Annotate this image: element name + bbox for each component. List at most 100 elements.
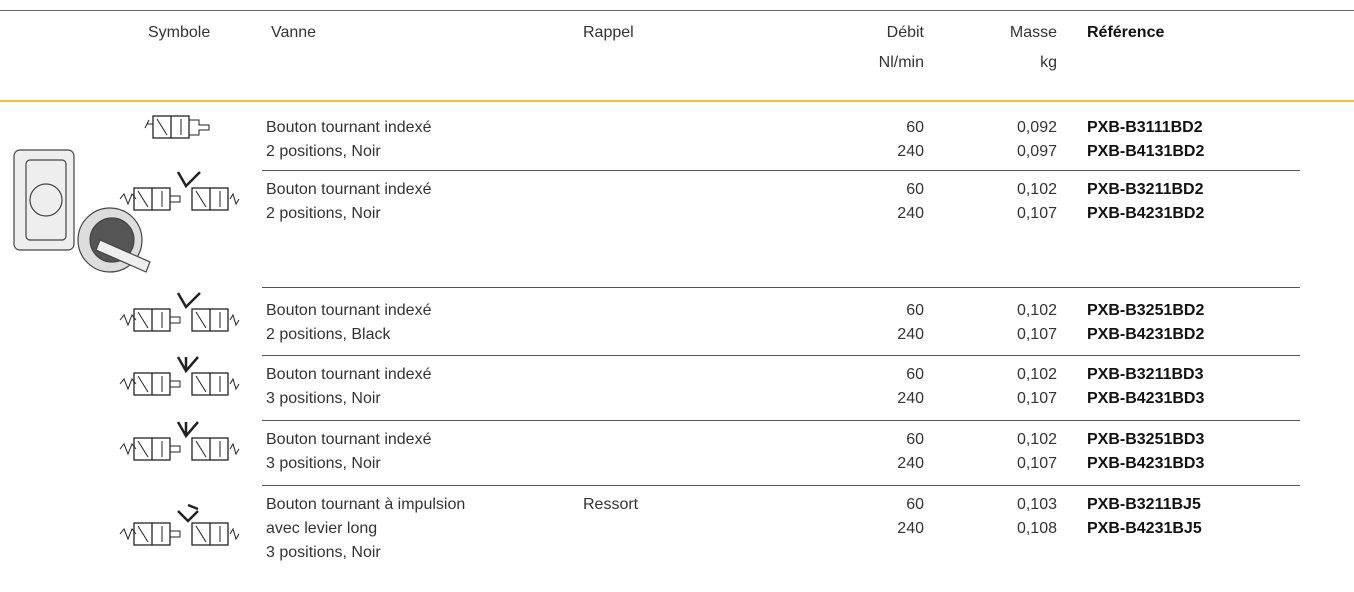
vanne-text: 2 positions, Noir <box>266 205 381 222</box>
header-vanne: Vanne <box>271 24 317 41</box>
debit-value: 60 <box>906 119 924 136</box>
symbol-stroke <box>229 377 240 391</box>
header-rappel: Rappel <box>583 24 634 41</box>
row-rule <box>262 420 1300 421</box>
debit-value: 240 <box>897 455 924 472</box>
debit-value: 60 <box>906 181 924 198</box>
vanne-text: avec levier long <box>266 520 378 537</box>
vanne-text: Bouton tournant indexé <box>266 302 432 319</box>
masse-value: 0,103 <box>1016 496 1057 513</box>
rappel-text: Ressort <box>583 496 639 513</box>
symbol-stroke <box>156 118 168 136</box>
reference-value: PXB-B3211BD3 <box>1087 366 1204 383</box>
vanne-text: Bouton tournant indexé <box>266 181 432 198</box>
symbol-stroke <box>137 525 149 543</box>
symbol-stroke <box>119 378 137 391</box>
header-masse: Masse <box>1009 24 1057 41</box>
debit-value: 240 <box>897 326 924 343</box>
symbol-stroke <box>229 313 240 327</box>
symbol-stroke <box>176 356 199 374</box>
masse-value: 0,102 <box>1016 302 1057 319</box>
symbol-stroke <box>195 190 207 208</box>
symbol-stroke <box>170 316 181 324</box>
reference-value: PXB-B4231BD3 <box>1087 455 1205 472</box>
reference-value: PXB-B4231BD2 <box>1087 326 1205 343</box>
vanne-text: Bouton tournant indexé <box>266 431 432 448</box>
debit-value: 240 <box>897 520 924 537</box>
row-rule <box>262 170 1300 171</box>
masse-value: 0,107 <box>1016 326 1057 343</box>
reference-value: PXB-B4231BD2 <box>1087 205 1205 222</box>
vanne-text: 2 positions, Noir <box>266 143 381 160</box>
debit-value: 60 <box>906 302 924 319</box>
header-debit-unit: Nl/min <box>878 54 924 71</box>
masse-value: 0,102 <box>1016 366 1057 383</box>
masse-value: 0,107 <box>1016 390 1057 407</box>
symbol-stroke <box>144 119 153 129</box>
debit-value: 240 <box>897 205 924 222</box>
symbol-stroke <box>176 421 199 439</box>
masse-value: 0,107 <box>1016 455 1057 472</box>
masse-value: 0,092 <box>1016 119 1057 136</box>
masse-value: 0,108 <box>1016 520 1057 537</box>
symbol-stroke <box>170 195 181 203</box>
reference-value: PXB-B3111BD2 <box>1087 119 1203 136</box>
reference-value: PXB-B3211BJ5 <box>1087 496 1201 513</box>
symbol-stroke <box>137 311 149 329</box>
header-symbole: Symbole <box>148 24 211 41</box>
symbol-stroke <box>189 119 210 136</box>
header-reference: Référence <box>1087 24 1165 41</box>
symbol-stroke <box>119 528 137 541</box>
debit-value: 60 <box>906 366 924 383</box>
symbol-stroke <box>176 171 201 189</box>
row-rule <box>262 287 1300 288</box>
header-masse-unit: kg <box>1040 54 1057 71</box>
symbol-stroke <box>137 440 149 458</box>
vanne-text: Bouton tournant à impulsion <box>266 496 466 513</box>
vanne-text: Bouton tournant indexé <box>266 119 432 136</box>
reference-value: PXB-B3251BD3 <box>1087 431 1205 448</box>
header-debit: Débit <box>886 24 924 41</box>
symbol-stroke <box>229 442 240 456</box>
symbol-stroke <box>177 503 199 523</box>
symbol-stroke <box>229 527 240 541</box>
product-photo <box>13 149 151 273</box>
masse-value: 0,102 <box>1016 181 1057 198</box>
symbol-stroke <box>229 192 240 206</box>
debit-value: 60 <box>906 431 924 448</box>
symbol-stroke <box>176 292 201 310</box>
vanne-text: 3 positions, Noir <box>266 390 381 407</box>
reference-value: PXB-B3211BD2 <box>1087 181 1204 198</box>
symbol-stroke <box>195 525 207 543</box>
symbol-stroke <box>195 440 207 458</box>
symbol-stroke <box>170 380 181 388</box>
masse-value: 0,107 <box>1016 205 1057 222</box>
vanne-text: 3 positions, Noir <box>266 544 381 561</box>
debit-value: 240 <box>897 143 924 160</box>
reference-value: PXB-B4231BD3 <box>1087 390 1205 407</box>
row-rule <box>262 485 1300 486</box>
symbol-stroke <box>137 190 149 208</box>
vanne-text: 3 positions, Noir <box>266 455 381 472</box>
reference-value: PXB-B4131BD2 <box>1087 143 1205 160</box>
header-rule <box>0 100 1354 102</box>
masse-value: 0,097 <box>1016 143 1057 160</box>
symbol-stroke <box>137 375 149 393</box>
symbol-stroke <box>119 193 137 206</box>
vanne-text: 2 positions, Black <box>266 326 391 343</box>
row-rule <box>262 355 1300 356</box>
debit-value: 60 <box>906 496 924 513</box>
symbol-stroke <box>119 314 137 327</box>
vanne-text: Bouton tournant indexé <box>266 366 432 383</box>
symbol-stroke <box>170 445 181 453</box>
reference-value: PXB-B3251BD2 <box>1087 302 1205 319</box>
debit-value: 240 <box>897 390 924 407</box>
masse-value: 0,102 <box>1016 431 1057 448</box>
symbol-stroke <box>195 311 207 329</box>
symbol-stroke <box>119 443 137 456</box>
symbol-stroke <box>170 530 181 538</box>
symbol-stroke <box>195 375 207 393</box>
reference-value: PXB-B4231BJ5 <box>1087 520 1202 537</box>
